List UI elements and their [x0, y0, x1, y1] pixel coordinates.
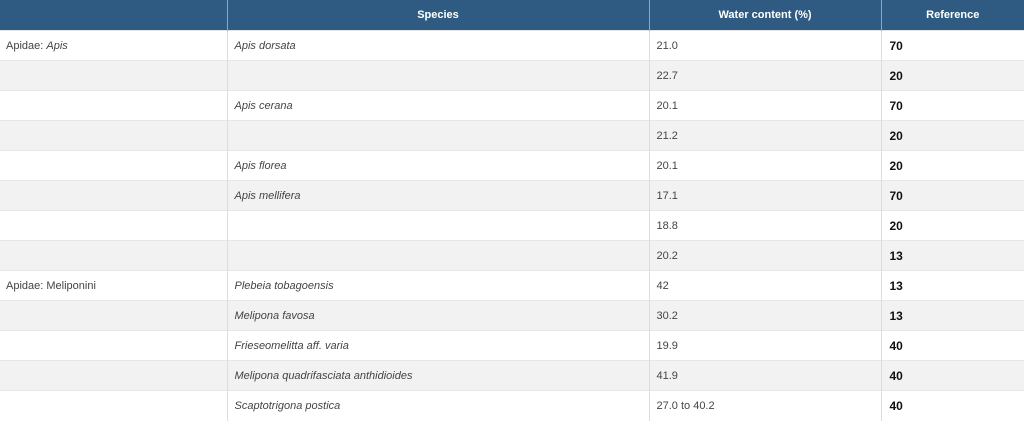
- reference-cell: 40: [880, 360, 1024, 391]
- group-cell: Apidae: Meliponini: [0, 270, 227, 301]
- reference-cell: 20: [880, 120, 1024, 151]
- reference-cell: 70: [880, 90, 1024, 121]
- water-content-cell: 22.7: [648, 60, 881, 91]
- species-cell: Apis dorsata: [226, 30, 649, 61]
- water-content-cell: 27.0 to 40.2: [648, 390, 881, 421]
- table-row: Apis florea 20.1 20: [0, 150, 1024, 181]
- header-species: Species: [226, 0, 649, 31]
- header-row: Species Water content (%) Reference: [0, 0, 1024, 31]
- reference-cell: 40: [880, 330, 1024, 361]
- table-row: Melipona favosa 30.2 13: [0, 300, 1024, 331]
- species-cell: [226, 240, 649, 271]
- water-content-cell: 20.1: [648, 90, 881, 121]
- group-cell: [0, 180, 227, 211]
- reference-cell: 13: [880, 270, 1024, 301]
- species-cell: [226, 120, 649, 151]
- group-cell: [0, 240, 227, 271]
- group-cell: [0, 210, 227, 241]
- table-row: Apidae: Apis Apis dorsata 21.0 70: [0, 30, 1024, 61]
- reference-cell: 70: [880, 30, 1024, 61]
- water-content-cell: 17.1: [648, 180, 881, 211]
- species-cell: Melipona quadrifasciata anthidioides: [226, 360, 649, 391]
- table-row: Frieseomelitta aff. varia 19.9 40: [0, 330, 1024, 361]
- table-row: Apis mellifera 17.1 70: [0, 180, 1024, 211]
- table-row: 18.8 20: [0, 210, 1024, 241]
- header-reference: Reference: [880, 0, 1024, 31]
- reference-cell: 20: [880, 60, 1024, 91]
- group-cell: [0, 60, 227, 91]
- group-cell: [0, 90, 227, 121]
- reference-cell: 13: [880, 240, 1024, 271]
- species-cell: Apis mellifera: [226, 180, 649, 211]
- group-cell: [0, 390, 227, 421]
- reference-cell: 70: [880, 180, 1024, 211]
- reference-cell: 20: [880, 150, 1024, 181]
- species-cell: Melipona favosa: [226, 300, 649, 331]
- group-cell: [0, 150, 227, 181]
- water-content-cell: 21.0: [648, 30, 881, 61]
- table-row: 20.2 13: [0, 240, 1024, 271]
- table-row: Apidae: Meliponini Plebeia tobagoensis 42 1…: [0, 270, 1024, 301]
- group-cell: [0, 360, 227, 391]
- table-body: Apidae: Apis Apis dorsata 21.0 70 22.7 20 Apis…: [0, 30, 1024, 421]
- table-row: Scaptotrigona postica 27.0 to 40.2 40: [0, 390, 1024, 421]
- species-cell: Apis cerana: [226, 90, 649, 121]
- table-row: Apis cerana 20.1 70: [0, 90, 1024, 121]
- reference-cell: 13: [880, 300, 1024, 331]
- species-cell: [226, 210, 649, 241]
- water-content-cell: 18.8: [648, 210, 881, 241]
- species-cell: Plebeia tobagoensis: [226, 270, 649, 301]
- species-cell: [226, 60, 649, 91]
- table-header: Species Water content (%) Reference: [0, 0, 1024, 31]
- table-row: Melipona quadrifasciata anthidioides 41.9…: [0, 360, 1024, 391]
- reference-cell: 20: [880, 210, 1024, 241]
- group-cell: [0, 330, 227, 361]
- group-cell: [0, 120, 227, 151]
- table-row: 21.2 20: [0, 120, 1024, 151]
- table-row: 22.7 20: [0, 60, 1024, 91]
- water-content-cell: 19.9: [648, 330, 881, 361]
- species-cell: Frieseomelitta aff. varia: [226, 330, 649, 361]
- water-content-cell: 41.9: [648, 360, 881, 391]
- water-content-cell: 30.2: [648, 300, 881, 331]
- header-group: [0, 0, 227, 31]
- group-cell: [0, 300, 227, 331]
- group-label: Apidae:: [6, 39, 47, 52]
- reference-cell: 40: [880, 390, 1024, 421]
- water-content-cell: 42: [648, 270, 881, 301]
- species-cell: Scaptotrigona postica: [226, 390, 649, 421]
- header-water-content: Water content (%): [648, 0, 881, 31]
- group-label: Apidae: Meliponini: [6, 279, 96, 292]
- group-genus-label: Apis: [46, 39, 68, 52]
- water-content-cell: 20.1: [648, 150, 881, 181]
- species-cell: Apis florea: [226, 150, 649, 181]
- water-content-cell: 21.2: [648, 120, 881, 151]
- group-cell: Apidae: Apis: [0, 30, 227, 61]
- water-content-cell: 20.2: [648, 240, 881, 271]
